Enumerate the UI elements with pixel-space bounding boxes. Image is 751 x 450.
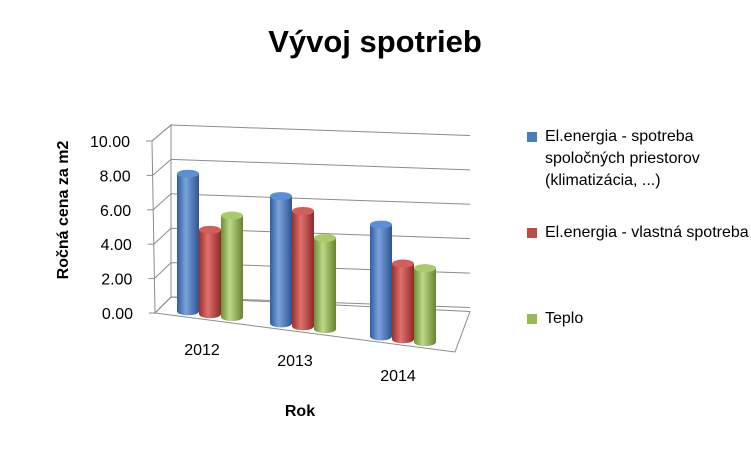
- legend-label: El.energia - spotreba spoločných priesto…: [545, 128, 700, 189]
- legend-swatch: [527, 132, 537, 142]
- legend-label: El.energia - vlastná spotreba: [545, 224, 749, 241]
- x-tick-label: 2012: [184, 342, 220, 359]
- y-tick-label: 4.00: [101, 237, 132, 254]
- gridline: [152, 158, 471, 176]
- bar-top-2-2013: [314, 233, 336, 242]
- bar-top-1-2014: [392, 259, 414, 268]
- bar-0-2012: [177, 173, 199, 316]
- bar-top-1-2012: [199, 225, 221, 234]
- gridline: [152, 193, 471, 211]
- bar-top-0-2012: [177, 169, 199, 178]
- legend-item: Teplo: [527, 308, 751, 330]
- legend-label: Teplo: [545, 310, 584, 327]
- bar-1-2012: [199, 229, 221, 319]
- legend-item: El.energia - spotreba spoločných priesto…: [527, 126, 751, 192]
- legend-item: El.energia - vlastná spotreba: [527, 222, 751, 244]
- x-tick-label: 2013: [277, 353, 313, 370]
- bar-2-2013: [314, 237, 336, 334]
- y-tick-label: 10.00: [90, 134, 130, 151]
- gridline: [151, 124, 471, 142]
- y-tick-label: 8.00: [99, 168, 130, 185]
- side-wall: [151, 123, 172, 315]
- bar-top-2-2014: [414, 264, 436, 273]
- legend-swatch: [527, 314, 537, 324]
- bar-1-2013: [292, 211, 314, 331]
- y-tick-label: 6.00: [100, 203, 131, 220]
- bar-2-2012: [221, 215, 243, 322]
- x-axis-ticks: 2012 2013 2014: [184, 342, 416, 385]
- y-axis-label: Ročná cena za m2: [55, 141, 72, 280]
- chart-title: Vývoj spotrieb: [268, 24, 482, 59]
- y-axis-ticks: 0.00 2.00 4.00 6.00 8.00 10.00: [90, 134, 155, 323]
- x-axis-label: Rok: [285, 403, 315, 420]
- bar-1-2014: [392, 263, 414, 344]
- bar-2-2014: [414, 268, 436, 347]
- bars: [177, 169, 436, 347]
- bar-top-2-2012: [221, 211, 243, 220]
- y-tick-label: 2.00: [101, 272, 132, 289]
- bar-0-2014: [370, 224, 392, 341]
- bar-top-0-2014: [370, 220, 392, 229]
- bar-0-2013: [270, 196, 292, 328]
- legend-swatch: [527, 228, 537, 238]
- y-tick-label: 0.00: [102, 306, 133, 323]
- bar-top-1-2013: [292, 207, 314, 215]
- x-tick-label: 2014: [380, 368, 416, 385]
- bar-top-0-2013: [270, 192, 292, 201]
